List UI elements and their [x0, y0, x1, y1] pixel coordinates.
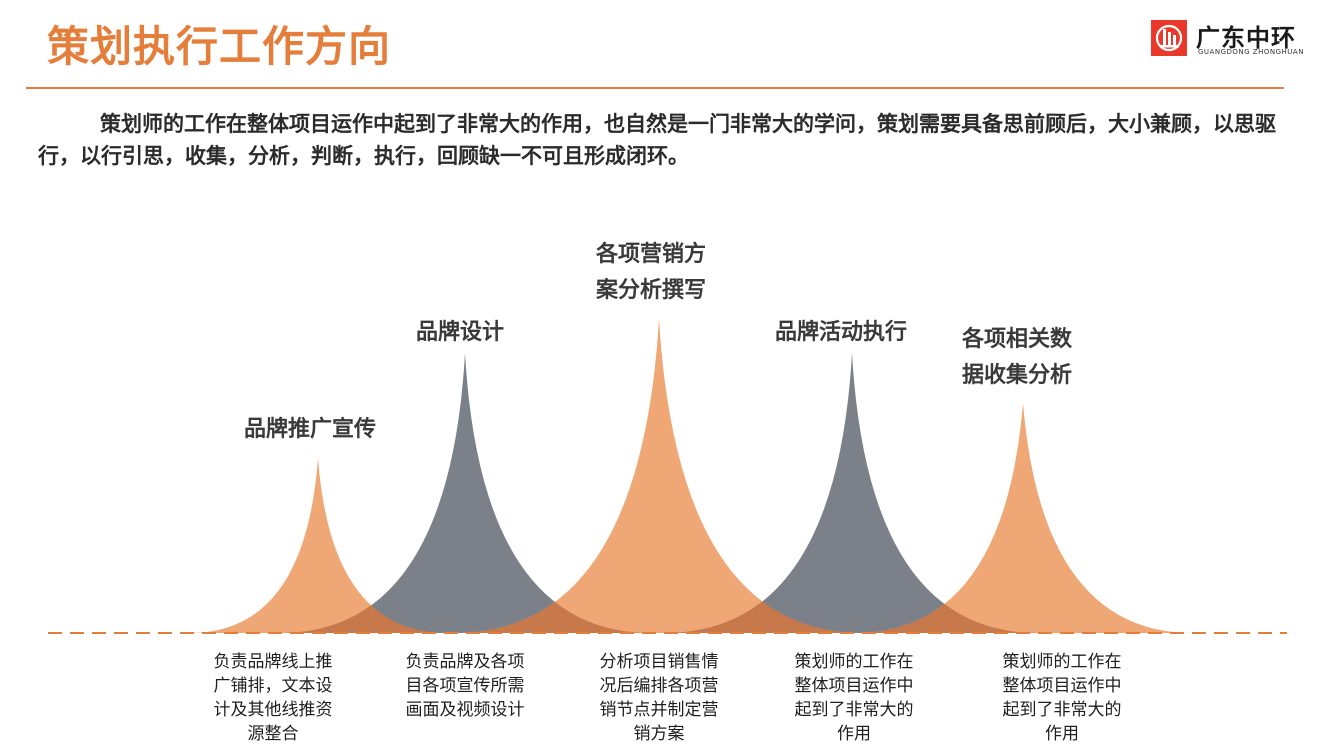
desc-line: 广铺排，文本设 [213, 676, 333, 696]
peak-desc-data-analysis: 策划师的工作在 整体项目运作中 起到了非常大的 作用 [985, 650, 1139, 746]
page-title: 策划执行工作方向 [47, 22, 392, 71]
desc-line: 整体项目运作中 [794, 676, 914, 696]
desc-line: 画面及视频设计 [405, 700, 525, 720]
peak-desc-brand-design: 负责品牌及各项 目各项宣传所需 画面及视频设计 [388, 650, 542, 722]
peak-label-brand-events: 品牌活动执行 [775, 315, 907, 351]
desc-line: 策划师的工作在 [1002, 652, 1122, 672]
desc-line: 计及其他线推资 [213, 700, 333, 720]
label-line: 案分析撰写 [596, 278, 707, 303]
title-divider [26, 87, 1284, 89]
peak-desc-marketing-plan: 分析项目销售情 况后编排各项营 销节点并制定营 销方案 [582, 650, 736, 746]
desc-line: 整体项目运作中 [1002, 676, 1122, 696]
desc-line: 源整合 [247, 724, 299, 744]
peak-label-data-analysis: 各项相关数 据收集分析 [962, 322, 1072, 394]
peak-label-marketing-plan: 各项营销方 案分析撰写 [596, 237, 706, 309]
peak-label-brand-promotion: 品牌推广宣传 [244, 412, 376, 448]
desc-line: 况后编排各项营 [599, 676, 719, 696]
label-line: 品牌推广宣传 [244, 417, 377, 442]
desc-line: 起到了非常大的 [794, 700, 914, 720]
desc-line: 作用 [837, 724, 871, 744]
company-logo-icon [1151, 20, 1187, 56]
desc-line: 销节点并制定营 [599, 700, 719, 720]
desc-line: 销方案 [633, 724, 685, 744]
peak-label-brand-design: 品牌设计 [416, 315, 504, 351]
label-line: 各项相关数 [962, 327, 1073, 352]
desc-line: 作用 [1045, 724, 1079, 744]
label-line: 品牌活动执行 [775, 320, 908, 345]
desc-line: 起到了非常大的 [1002, 700, 1122, 720]
desc-line: 策划师的工作在 [794, 652, 914, 672]
desc-line: 目各项宣传所需 [405, 676, 525, 696]
desc-line: 分析项目销售情 [599, 652, 719, 672]
logo-name-en: GUANGDONG ZHONGHUAN [1198, 48, 1304, 56]
peak-desc-brand-events: 策划师的工作在 整体项目运作中 起到了非常大的 作用 [777, 650, 931, 746]
intro-paragraph: 策划师的工作在整体项目运作中起到了非常大的作用，也自然是一门非常大的学问，策划需… [38, 112, 1276, 168]
desc-line: 负责品牌线上推 [213, 652, 333, 672]
label-line: 据收集分析 [962, 363, 1073, 388]
peak-desc-brand-promotion: 负责品牌线上推 广铺排，文本设 计及其他线推资 源整合 [196, 650, 350, 746]
label-line: 各项营销方 [596, 242, 707, 267]
label-line: 品牌设计 [416, 320, 505, 345]
logo-name-cn: 广东中环 [1196, 24, 1296, 52]
company-logo: 广东中环 GUANGDONG ZHONGHUAN [1148, 18, 1313, 60]
desc-line: 负责品牌及各项 [405, 652, 525, 672]
